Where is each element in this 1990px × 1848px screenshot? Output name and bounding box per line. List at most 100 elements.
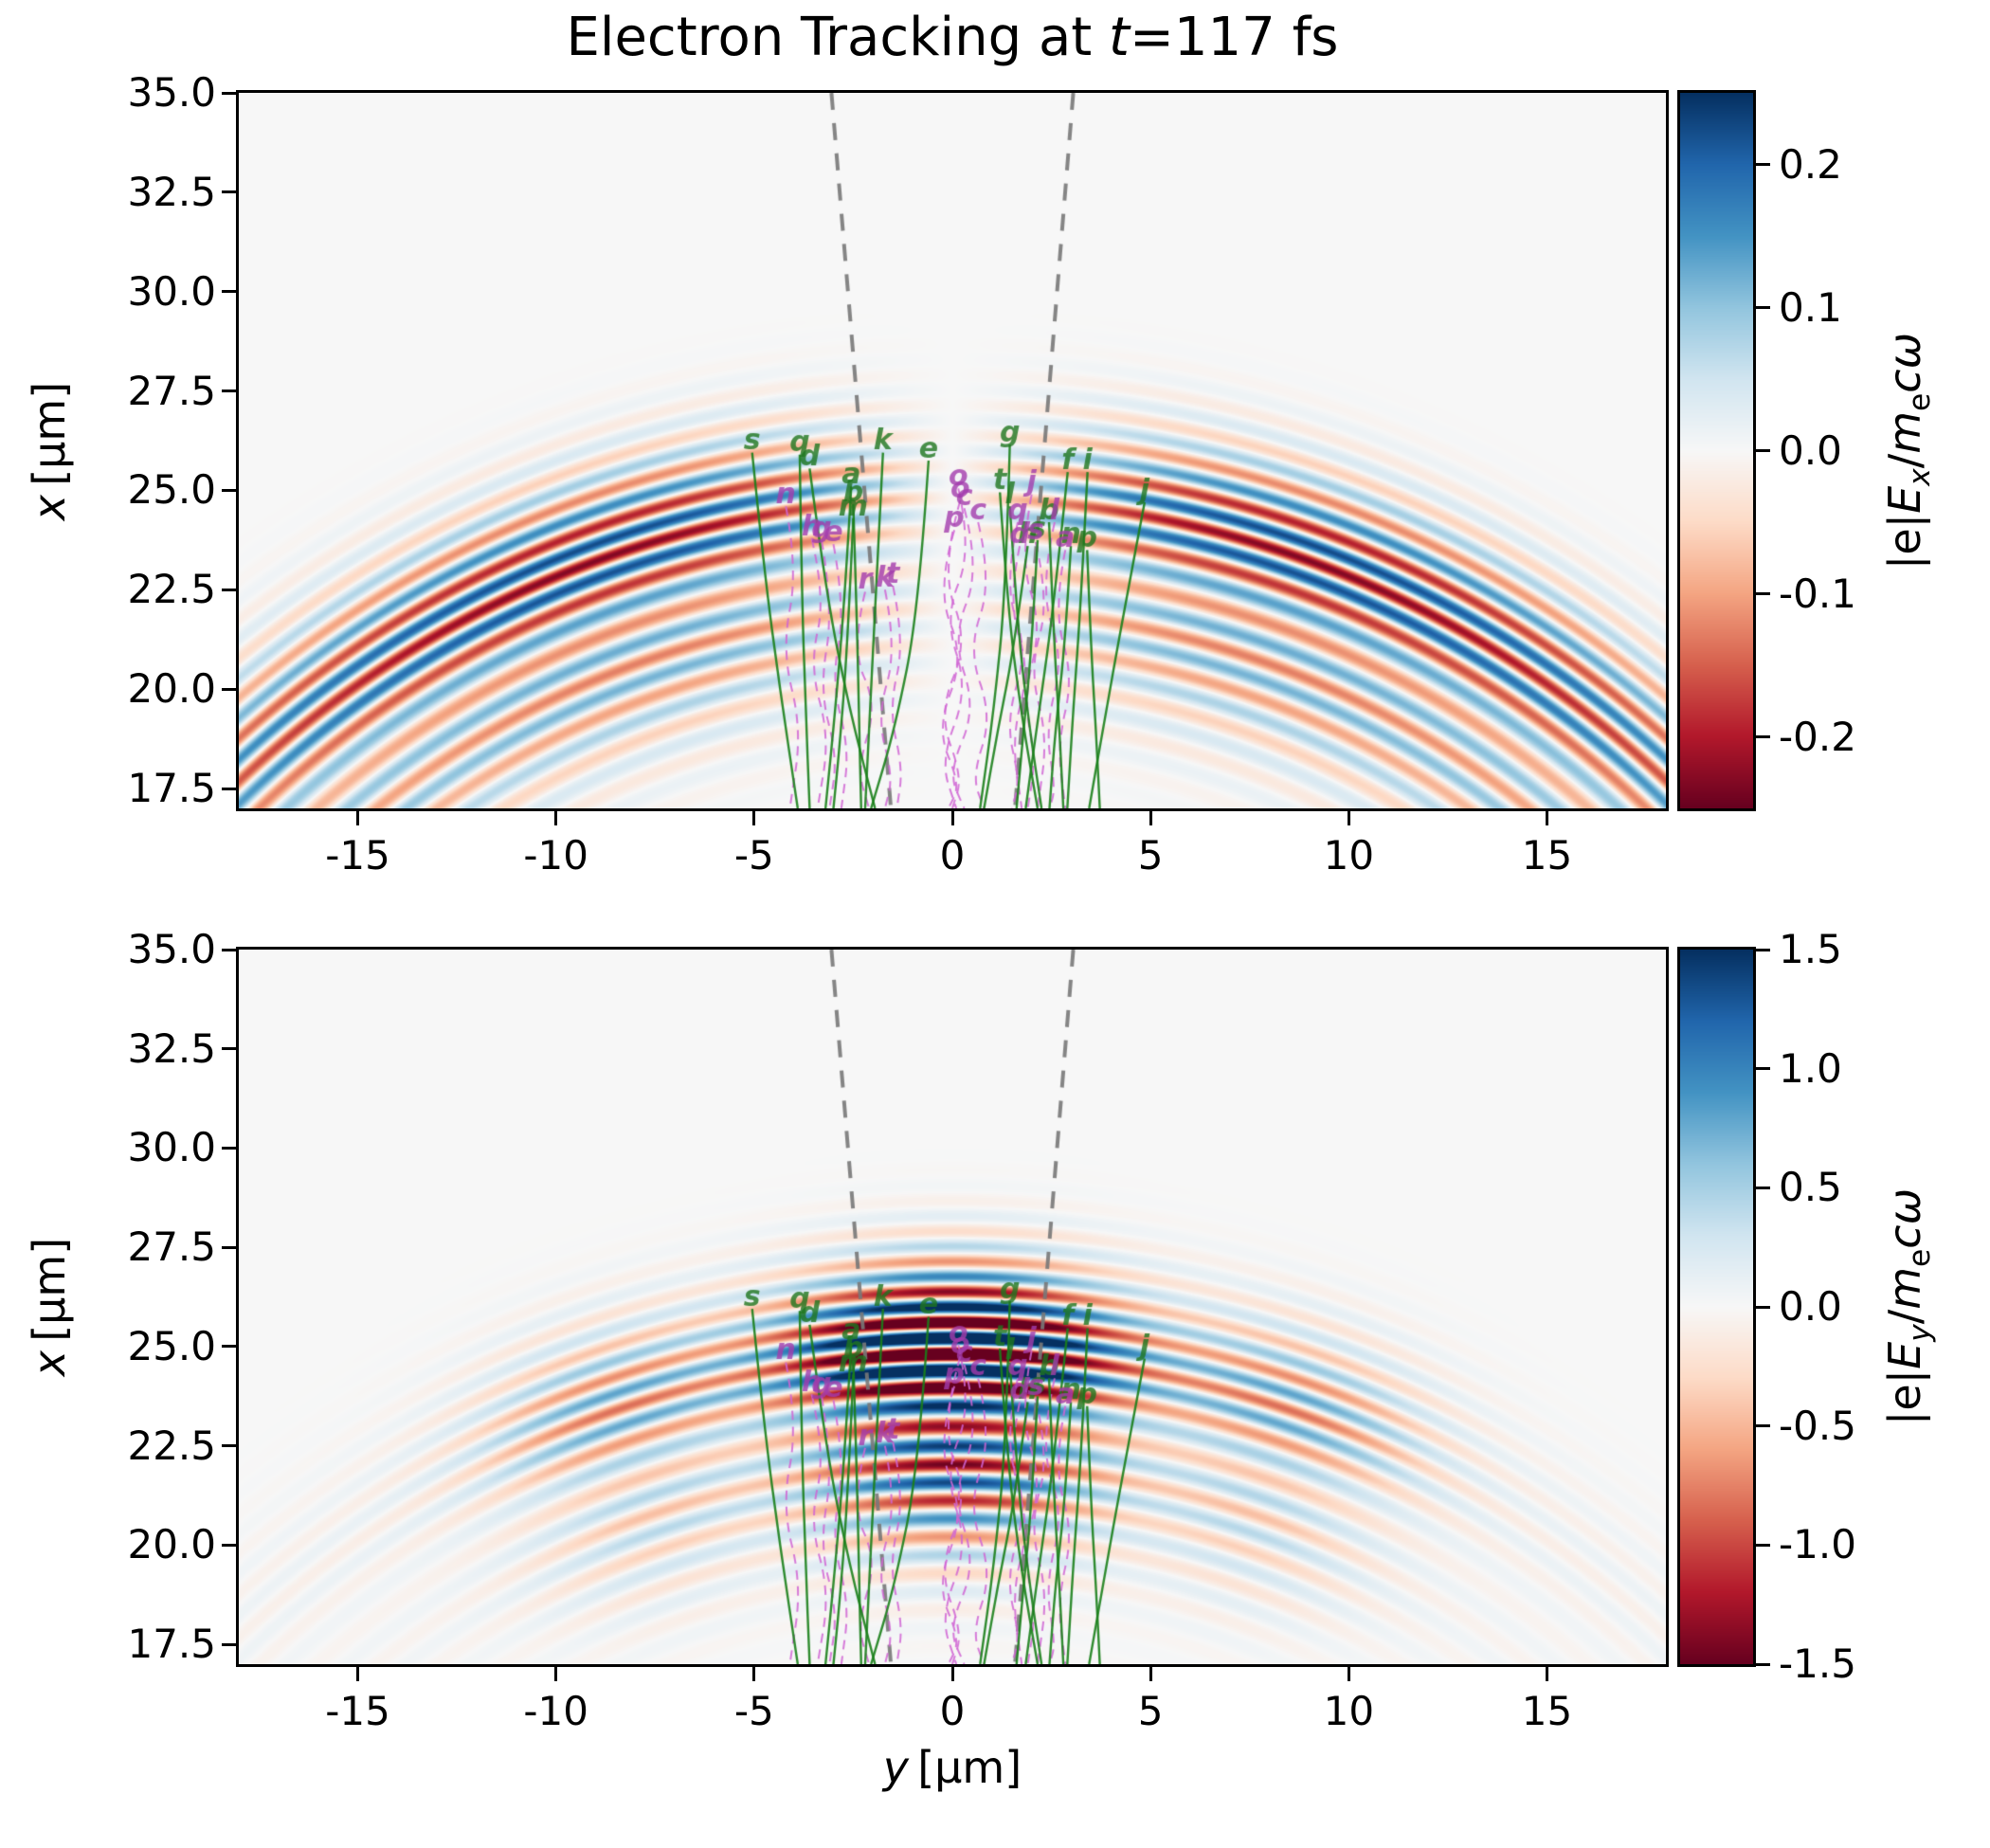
y-tick-mark [222,1245,236,1249]
x-tick-mark [1546,1667,1548,1681]
x-axis-label: y [µm] [239,1742,1666,1793]
x-tick-mark [1149,1667,1152,1681]
title-text: Electron Tracking at [566,7,1110,68]
y-tick-mark [222,787,236,790]
x-tick-label: 10 [1323,832,1375,879]
x-tick-label: -15 [325,1688,390,1734]
figure-title: Electron Tracking at t=117 fs [239,8,1666,68]
x-tick-label: 15 [1521,1688,1573,1734]
ex-cbl-post: cω [1879,332,1930,393]
colorbar-tick-mark [1756,1186,1770,1189]
ex-cbl-E: E [1879,485,1930,514]
y-tick-label: 32.5 [127,168,216,215]
x-tick-label: 15 [1521,832,1573,879]
y-tick-label: 20.0 [127,665,216,713]
colorbar-tick-label: -0.2 [1779,713,1856,760]
x-tick-mark [1546,811,1548,825]
y-tick-mark [222,1543,236,1547]
colorbar-tick-label: -1.5 [1779,1640,1856,1687]
y-tick-mark [222,488,236,492]
y-tick-mark [222,1642,236,1646]
y-tick-label: 22.5 [127,1422,216,1469]
y-tick-label: 27.5 [127,367,216,414]
y-tick-mark [222,1444,236,1448]
x-tick-mark [950,1667,954,1681]
x-tick-mark [356,1667,359,1681]
x-tick-mark [752,1667,756,1681]
colorbar-tick-mark [1756,1424,1770,1428]
ex-cbl-pre: |e| [1879,513,1930,571]
colorbar-tick-label: 0.5 [1779,1164,1842,1211]
x-tick-mark [1347,811,1350,825]
ey-cbl-sub2: e [1903,1248,1938,1267]
colorbar-tick-mark [1756,735,1770,738]
ex-cbl-sub2: e [1903,392,1938,411]
y-tick-mark [222,948,236,951]
ey-colorbar-gradient [1680,950,1753,1664]
y-tick-label: 17.5 [127,1621,216,1668]
x-tick-label: 5 [1137,832,1164,879]
x-tick-mark [950,811,954,825]
y-tick-label: 20.0 [127,1521,216,1568]
y-tick-label: 25.0 [127,1322,216,1369]
ey-trajectories-overlay [239,950,1666,1664]
colorbar-tick-label: -1.0 [1779,1521,1856,1568]
y-tick-label: 17.5 [127,765,216,812]
y-tick-mark [222,290,236,294]
title-time-value: =117 fs [1129,7,1339,68]
x-tick-label: 5 [1137,1688,1164,1734]
colorbar-tick-mark [1756,1067,1770,1071]
x-tick-label: -10 [523,1688,588,1734]
x-tick-mark [1347,1667,1350,1681]
y-tick-mark [222,91,236,95]
title-time-variable: t [1109,7,1130,68]
y-tick-mark [222,1345,236,1349]
colorbar-tick-label: 1.0 [1779,1044,1842,1092]
x-tick-mark [1149,811,1152,825]
x-tick-label: -10 [523,832,588,879]
ex-trajectories-overlay [239,93,1666,808]
colorbar-tick-label: -0.5 [1779,1402,1856,1449]
x-tick-label: 0 [939,1688,966,1734]
colorbar-tick-mark [1756,449,1770,452]
colorbar-tick-label: 1.5 [1779,926,1842,972]
x-tick-mark [752,811,756,825]
y-tick-mark [222,588,236,591]
colorbar-tick-mark [1756,306,1770,309]
x-tick-mark [356,811,359,825]
colorbar-tick-label: 0.1 [1779,283,1842,331]
x-tick-label: 10 [1323,1688,1375,1734]
ex-heatmap-panel [236,90,1669,811]
y-tick-label: 35.0 [127,926,216,972]
ey-colorbar [1677,947,1756,1667]
ey-heatmap-panel [236,947,1669,1667]
colorbar-tick-label: 0.2 [1779,140,1842,188]
colorbar-tick-mark [1756,592,1770,595]
y-tick-label: 32.5 [127,1024,216,1072]
y-tick-mark [222,190,236,194]
y-tick-mark [222,1047,236,1051]
y-tick-mark [222,390,236,393]
colorbar-tick-label: 0.0 [1779,426,1842,474]
ex-colorbar [1677,90,1756,811]
x-tick-mark [554,1667,558,1681]
x-tick-label: -5 [733,1688,774,1734]
y-tick-label: 30.0 [127,267,216,315]
x-tick-label: 0 [939,832,966,879]
colorbar-tick-label: -0.1 [1779,570,1856,617]
colorbar-tick-mark [1756,163,1770,166]
y-tick-mark [222,687,236,691]
y-tick-label: 22.5 [127,566,216,613]
colorbar-tick-mark [1756,1305,1770,1309]
x-tick-label: -5 [733,832,774,879]
y-tick-label: 30.0 [127,1124,216,1171]
x-tick-label: -15 [325,832,390,879]
x-axis-unit: [µm] [917,1742,1022,1793]
colorbar-tick-mark [1756,1543,1770,1547]
colorbar-tick-mark [1756,948,1770,951]
colorbar-tick-mark [1756,1662,1770,1666]
x-axis-variable: y [882,1742,910,1793]
y-tick-mark [222,1146,236,1150]
colorbar-tick-label: 0.0 [1779,1283,1842,1330]
